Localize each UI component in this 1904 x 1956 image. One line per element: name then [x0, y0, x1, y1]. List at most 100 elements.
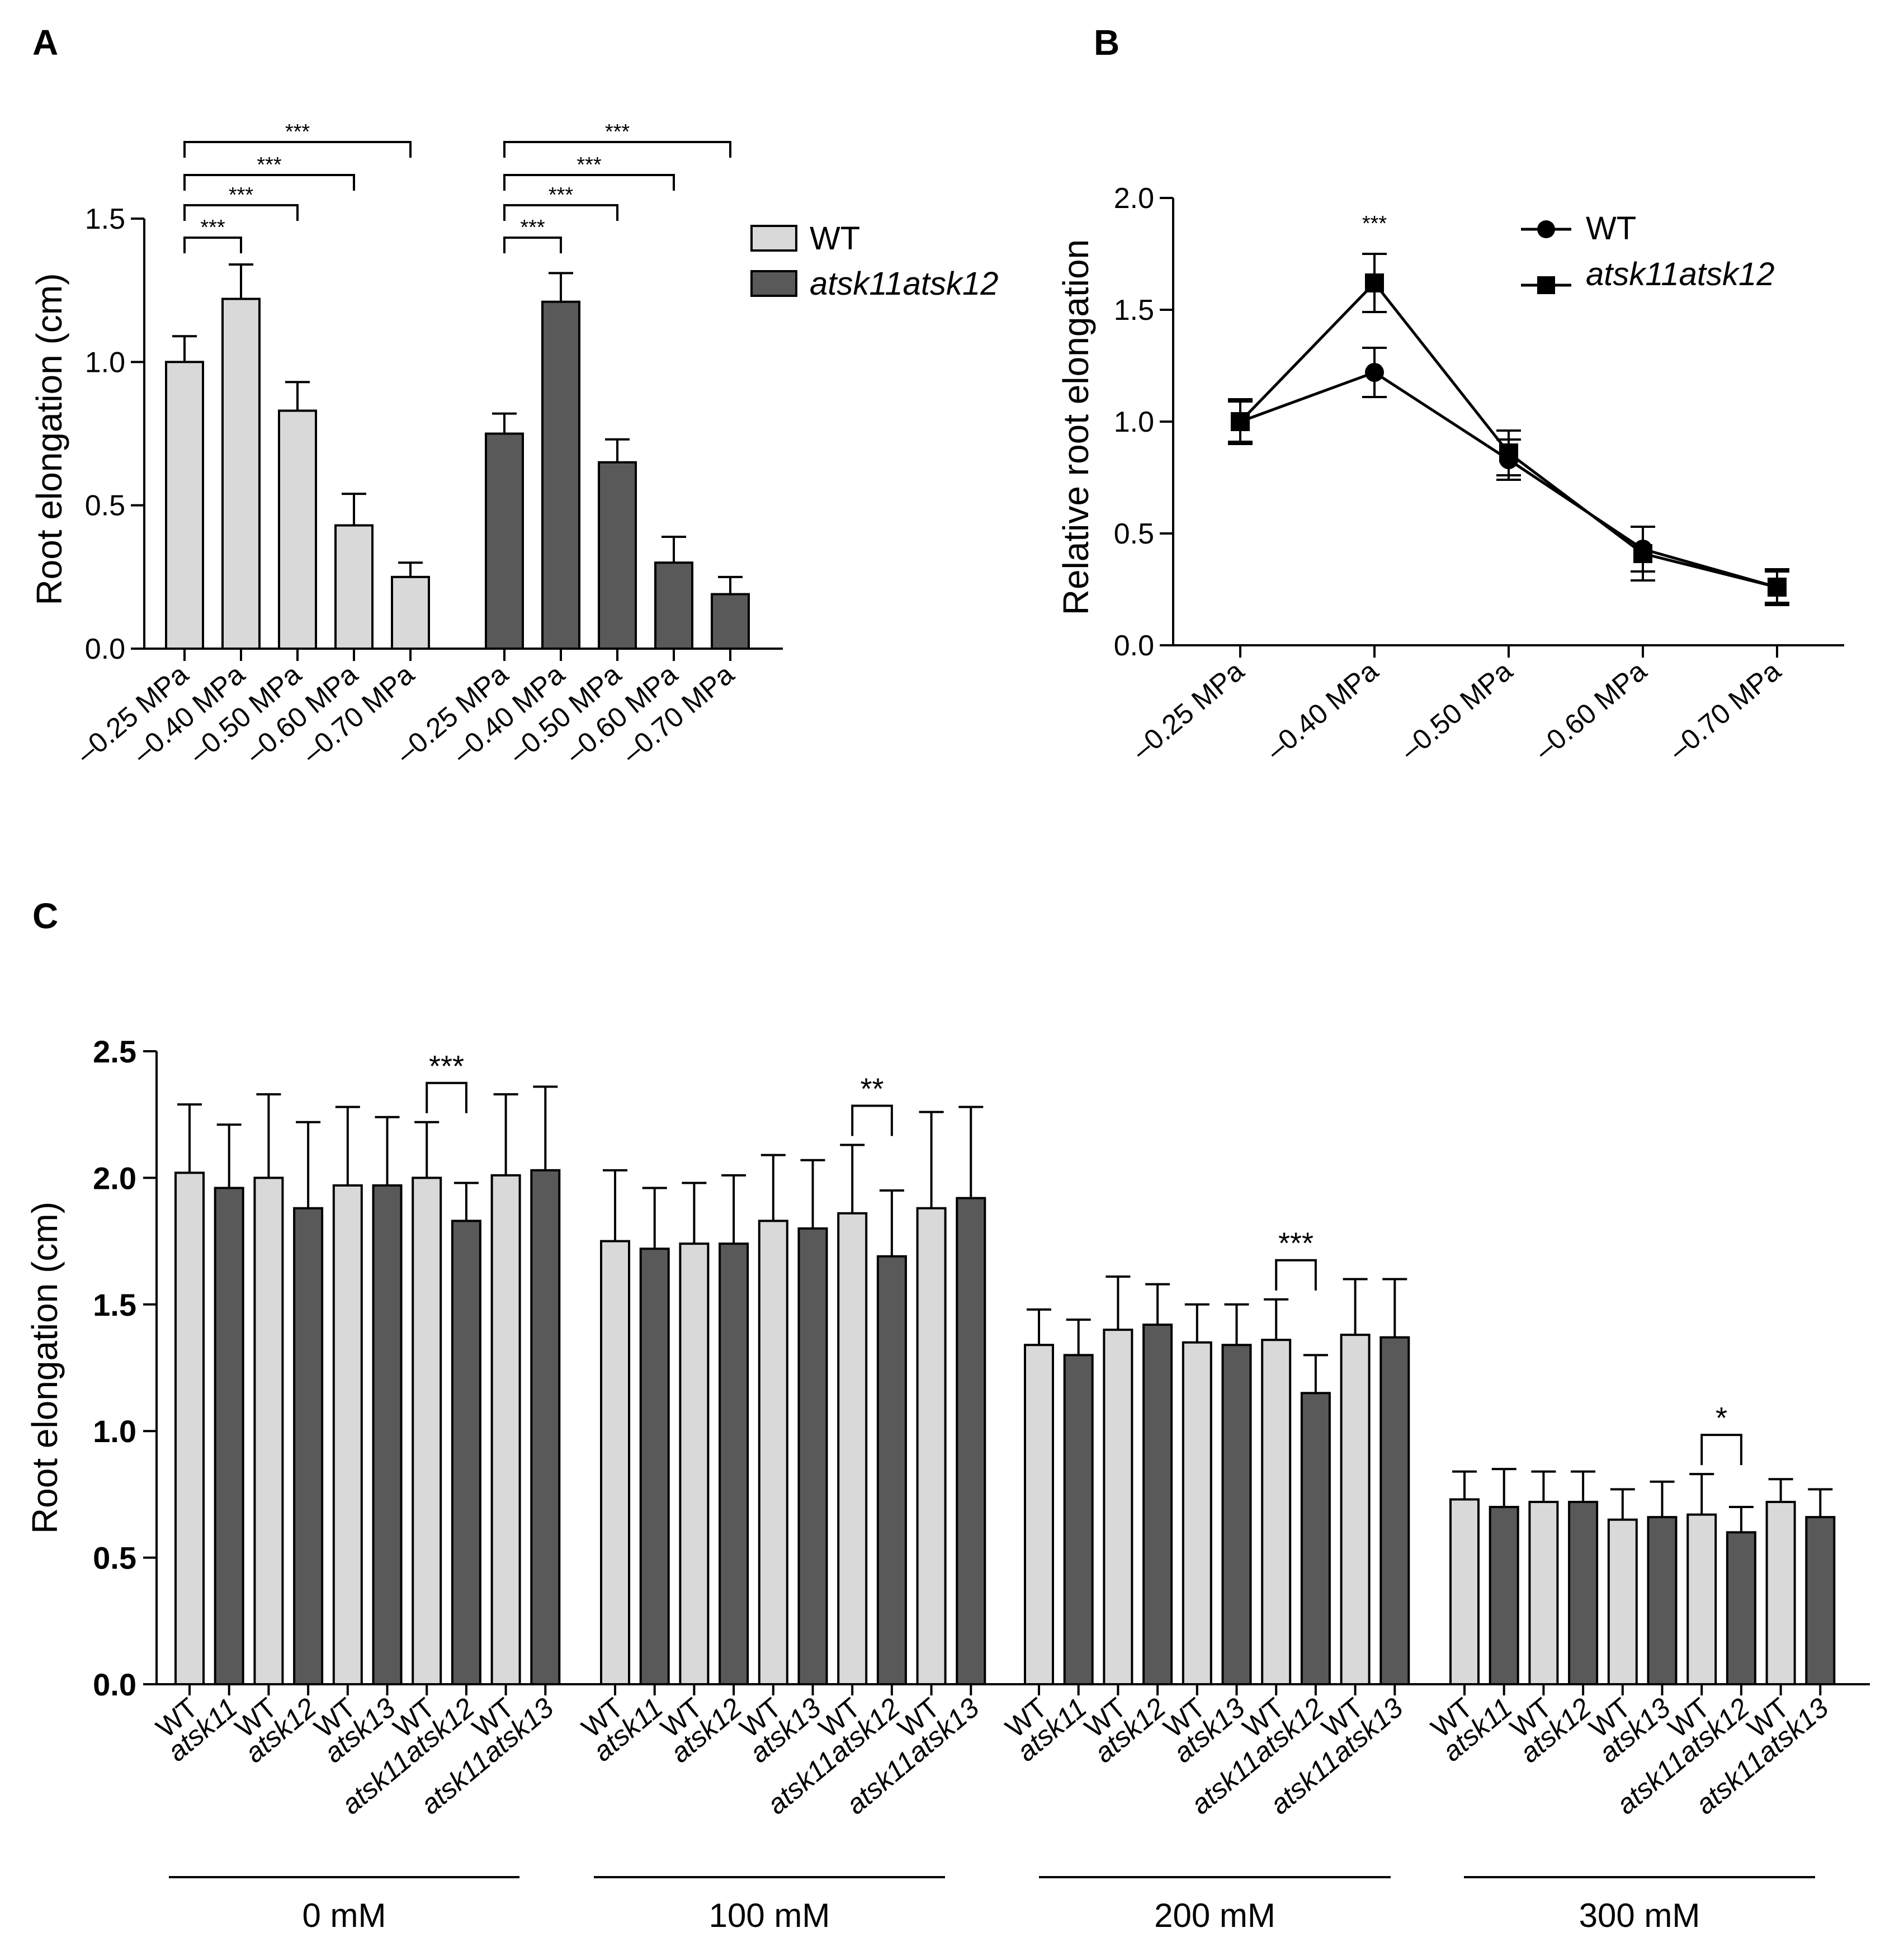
bar-mutant-4	[711, 593, 750, 650]
point-mutant-1	[1365, 273, 1384, 292]
bar-2-5	[1221, 1344, 1252, 1686]
bar-wt-1	[221, 297, 261, 650]
y-tick-label: 1.0	[85, 346, 125, 379]
comparison-bracket-1	[851, 1104, 893, 1136]
bar-1-7	[876, 1255, 907, 1686]
point-wt-1	[1365, 363, 1384, 382]
y-tick-label: 0.5	[1114, 518, 1154, 550]
bar-0-3	[293, 1207, 324, 1686]
significance-label: ***	[1362, 212, 1387, 235]
bar-2-6	[1261, 1339, 1292, 1685]
significance-label: **	[861, 1073, 884, 1106]
x-tick-label: –0.60 MPa	[1529, 655, 1652, 766]
bar-3-9	[1805, 1516, 1836, 1686]
bar-2-2	[1103, 1329, 1133, 1686]
bar-3-1	[1489, 1506, 1519, 1686]
sig-bracket-0-4	[183, 141, 412, 158]
significance-label: ***	[200, 216, 225, 239]
comparison-bracket-3	[1700, 1434, 1742, 1466]
bar-1-9	[956, 1197, 986, 1685]
sig-bracket-0-2	[183, 204, 299, 221]
y-axis-title: Relative root elongation	[1056, 239, 1096, 615]
bar-0-2	[253, 1177, 284, 1685]
legend-label-wt: WT	[810, 220, 860, 257]
sig-bracket-0-3	[183, 174, 355, 191]
significance-label: ***	[229, 183, 254, 207]
sig-bracket-1-1	[503, 237, 562, 253]
bar-3-5	[1647, 1516, 1678, 1686]
bar-wt-2	[278, 409, 317, 650]
bar-0-1	[214, 1187, 244, 1685]
sig-bracket-1-3	[503, 174, 675, 191]
legend-marker-mutant	[1537, 276, 1555, 294]
bar-2-0	[1024, 1344, 1054, 1686]
y-tick-label: 0.5	[93, 1541, 136, 1576]
bar-3-7	[1726, 1531, 1756, 1686]
legend-swatch-wt	[750, 225, 797, 252]
point-mutant-4	[1768, 578, 1787, 597]
group-label: 0 mM	[303, 1897, 386, 1934]
sig-bracket-0-1	[183, 237, 242, 253]
significance-label: ***	[429, 1050, 464, 1083]
bar-mutant-2	[598, 461, 637, 650]
sig-bracket-1-2	[503, 204, 618, 221]
bar-mutant-0	[485, 432, 524, 650]
point-mutant-0	[1231, 412, 1250, 431]
bar-0-9	[530, 1169, 561, 1685]
bar-1-1	[639, 1248, 670, 1686]
bar-2-4	[1182, 1341, 1212, 1685]
y-tick-label: 0.0	[1114, 630, 1154, 662]
legend-label-wt: WT	[1586, 210, 1636, 247]
significance-label: ***	[577, 153, 602, 177]
y-tick-label: 0.5	[85, 490, 125, 522]
bar-1-5	[797, 1227, 828, 1685]
bar-0-5	[372, 1184, 403, 1685]
group-label: 300 mM	[1579, 1897, 1700, 1934]
bar-3-8	[1765, 1500, 1796, 1685]
bar-2-7	[1300, 1392, 1331, 1685]
y-axis-title: Root elongation (cm)	[25, 1202, 65, 1534]
legend-label-mutant: atsk11atsk12	[1586, 256, 1774, 292]
y-tick-label: 1.5	[93, 1287, 136, 1322]
bar-1-8	[916, 1207, 947, 1686]
significance-label: ***	[1278, 1227, 1314, 1260]
legend-label-mutant: atsk11atsk12	[810, 266, 998, 302]
group-label: 200 mM	[1154, 1897, 1275, 1934]
bar-wt-0	[165, 361, 204, 650]
bar-3-2	[1528, 1500, 1559, 1685]
significance-label: ***	[520, 216, 545, 239]
bar-0-4	[332, 1184, 363, 1685]
y-tick-label: 1.5	[1114, 294, 1154, 327]
comparison-bracket-2	[1275, 1259, 1317, 1291]
y-tick-label: 1.0	[1114, 406, 1154, 438]
bar-1-0	[600, 1240, 630, 1686]
y-tick-label: 0.0	[85, 633, 125, 665]
bar-1-2	[679, 1242, 710, 1685]
comparison-bracket-0	[426, 1081, 467, 1113]
x-tick-label: –0.40 MPa	[1260, 655, 1384, 766]
bar-1-6	[837, 1212, 868, 1685]
significance-label: *	[1716, 1401, 1727, 1435]
y-tick-label: 1.5	[85, 203, 125, 235]
panel-label-c: C	[32, 896, 58, 936]
y-tick-label: 2.0	[93, 1160, 136, 1196]
bar-1-3	[719, 1242, 749, 1685]
bar-1-4	[758, 1220, 788, 1685]
sig-bracket-1-4	[503, 141, 731, 158]
y-axis-title: Root elongation (cm)	[29, 273, 69, 605]
bar-0-8	[490, 1174, 521, 1686]
bar-2-3	[1142, 1324, 1173, 1685]
bar-3-6	[1686, 1513, 1717, 1686]
bar-0-6	[412, 1177, 442, 1685]
group-label: 100 mM	[709, 1897, 830, 1934]
bar-0-7	[451, 1220, 481, 1685]
point-mutant-3	[1633, 544, 1652, 563]
significance-label: ***	[605, 120, 630, 144]
bar-3-3	[1568, 1500, 1599, 1685]
legend-swatch-mutant	[750, 270, 797, 297]
x-tick-label: –0.50 MPa	[1395, 655, 1518, 766]
